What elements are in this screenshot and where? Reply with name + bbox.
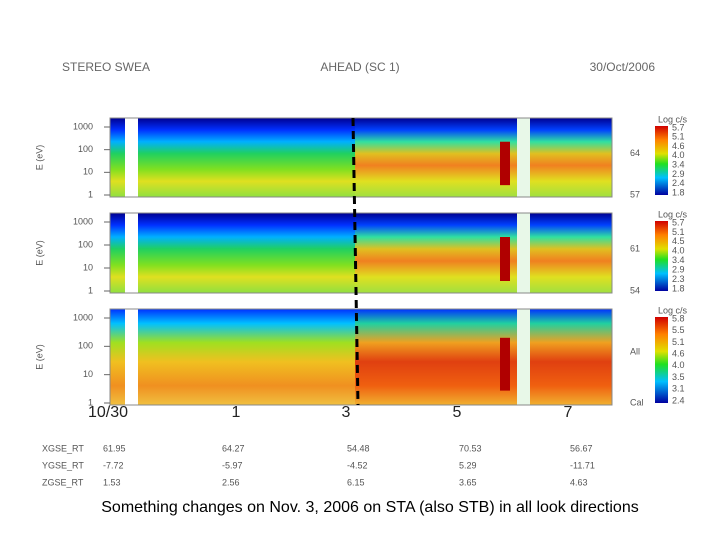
colorbar-tick: 5.7 (672, 217, 685, 227)
y-axis-label: E (eV) (34, 240, 44, 266)
colorbar-tick: 2.4 (672, 178, 685, 188)
data-gap (125, 309, 138, 405)
y-tick-label: 1 (88, 285, 93, 295)
caption: Something changes on Nov. 3, 2006 on STA… (101, 499, 638, 516)
side-label: 57 (630, 189, 640, 199)
spectrogram-before (110, 309, 355, 405)
y-tick-label: 100 (78, 341, 93, 351)
side-label: 64 (630, 148, 640, 158)
spectrogram-before (110, 118, 355, 197)
colorbar (655, 221, 668, 291)
y-tick-label: 1000 (73, 121, 93, 131)
y-tick-label: 10 (83, 167, 93, 177)
row-value: 54.48 (347, 443, 370, 453)
row-value: 70.53 (459, 443, 482, 453)
side-label: 61 (630, 243, 640, 253)
row-value: 4.63 (570, 477, 588, 487)
colorbar-tick: 5.7 (672, 122, 685, 132)
colorbar-tick: 3.1 (672, 384, 685, 394)
burst (500, 141, 510, 186)
header-right: 30/Oct/2006 (590, 60, 656, 74)
row-value: 5.29 (459, 460, 477, 470)
burst (500, 237, 510, 281)
colorbar-tick: 3.4 (672, 255, 685, 265)
y-tick-label: 1 (88, 397, 93, 407)
colorbar-tick: 5.8 (672, 313, 685, 323)
colorbar-tick: 4.0 (672, 360, 685, 370)
header-left: STEREO SWEA (62, 60, 150, 74)
row-value: 64.27 (222, 443, 245, 453)
colorbar-tick: 1.8 (672, 283, 685, 293)
data-gap (125, 118, 138, 197)
y-axis-label: E (eV) (34, 145, 44, 171)
row-value: -4.52 (347, 460, 368, 470)
row-value: 2.56 (222, 477, 240, 487)
colorbar-tick: 3.4 (672, 160, 685, 170)
colorbar-tick: 5.1 (672, 227, 685, 237)
y-tick-label: 1000 (73, 312, 93, 322)
row-value: 61.95 (103, 443, 126, 453)
event-line (351, 117, 360, 406)
colorbar-tick: 2.3 (672, 274, 685, 284)
colorbar-tick: 5.1 (672, 132, 685, 142)
y-tick-label: 1000 (73, 216, 93, 226)
header-center: AHEAD (SC 1) (320, 60, 399, 74)
x-tick-label: 3 (342, 404, 351, 421)
data-gap (517, 213, 530, 293)
colorbar (655, 317, 668, 403)
row-value: 56.67 (570, 443, 593, 453)
data-gap (517, 118, 530, 197)
colorbar-tick: 2.9 (672, 169, 685, 179)
colorbar (655, 126, 668, 195)
colorbar-title: Log c/s (658, 209, 688, 219)
spectrogram-after (355, 213, 612, 293)
colorbar-tick: 2.9 (672, 265, 685, 275)
row-value: -5.97 (222, 460, 243, 470)
row-value: -7.72 (103, 460, 124, 470)
side-label: All (630, 347, 640, 357)
x-tick-label: 7 (564, 404, 573, 421)
row-value: 1.53 (103, 477, 121, 487)
data-gap (517, 309, 530, 405)
row-value: 3.65 (459, 477, 477, 487)
frame (109, 308, 613, 406)
row-label: YGSE_RT (42, 460, 84, 470)
x-tick-label: 5 (453, 404, 462, 421)
y-tick-label: 100 (78, 144, 93, 154)
frame (109, 212, 613, 294)
colorbar-tick: 4.6 (672, 349, 685, 359)
x-tick-label: 10/30 (88, 404, 128, 421)
data-gap (125, 213, 138, 293)
y-axis-label: E (eV) (34, 344, 44, 370)
spectrogram-before (110, 213, 355, 293)
spectrogram-after (355, 118, 612, 197)
colorbar-tick: 4.6 (672, 141, 685, 151)
colorbar-tick: 2.4 (672, 395, 685, 405)
row-label: ZGSE_RT (42, 477, 84, 487)
y-tick-label: 1 (88, 189, 93, 199)
colorbar-tick: 4.5 (672, 236, 685, 246)
colorbar-tick: 5.5 (672, 325, 685, 335)
y-tick-label: 10 (83, 369, 93, 379)
row-value: 6.15 (347, 477, 365, 487)
y-tick-label: 10 (83, 262, 93, 272)
spectrogram-after (355, 309, 612, 405)
y-tick-label: 100 (78, 239, 93, 249)
row-label: XGSE_RT (42, 443, 84, 453)
side-label: Cal (630, 397, 644, 407)
colorbar-tick: 4.0 (672, 150, 685, 160)
colorbar-title: Log c/s (658, 305, 688, 315)
row-value: -11.71 (570, 460, 595, 470)
colorbar-tick: 4.0 (672, 246, 685, 256)
colorbar-title: Log c/s (658, 114, 688, 124)
burst (500, 337, 510, 391)
x-tick-label: 1 (232, 404, 241, 421)
frame (109, 117, 613, 198)
colorbar-tick: 5.1 (672, 337, 685, 347)
colorbar-tick: 1.8 (672, 187, 685, 197)
colorbar-tick: 3.5 (672, 372, 685, 382)
side-label: 54 (630, 285, 640, 295)
